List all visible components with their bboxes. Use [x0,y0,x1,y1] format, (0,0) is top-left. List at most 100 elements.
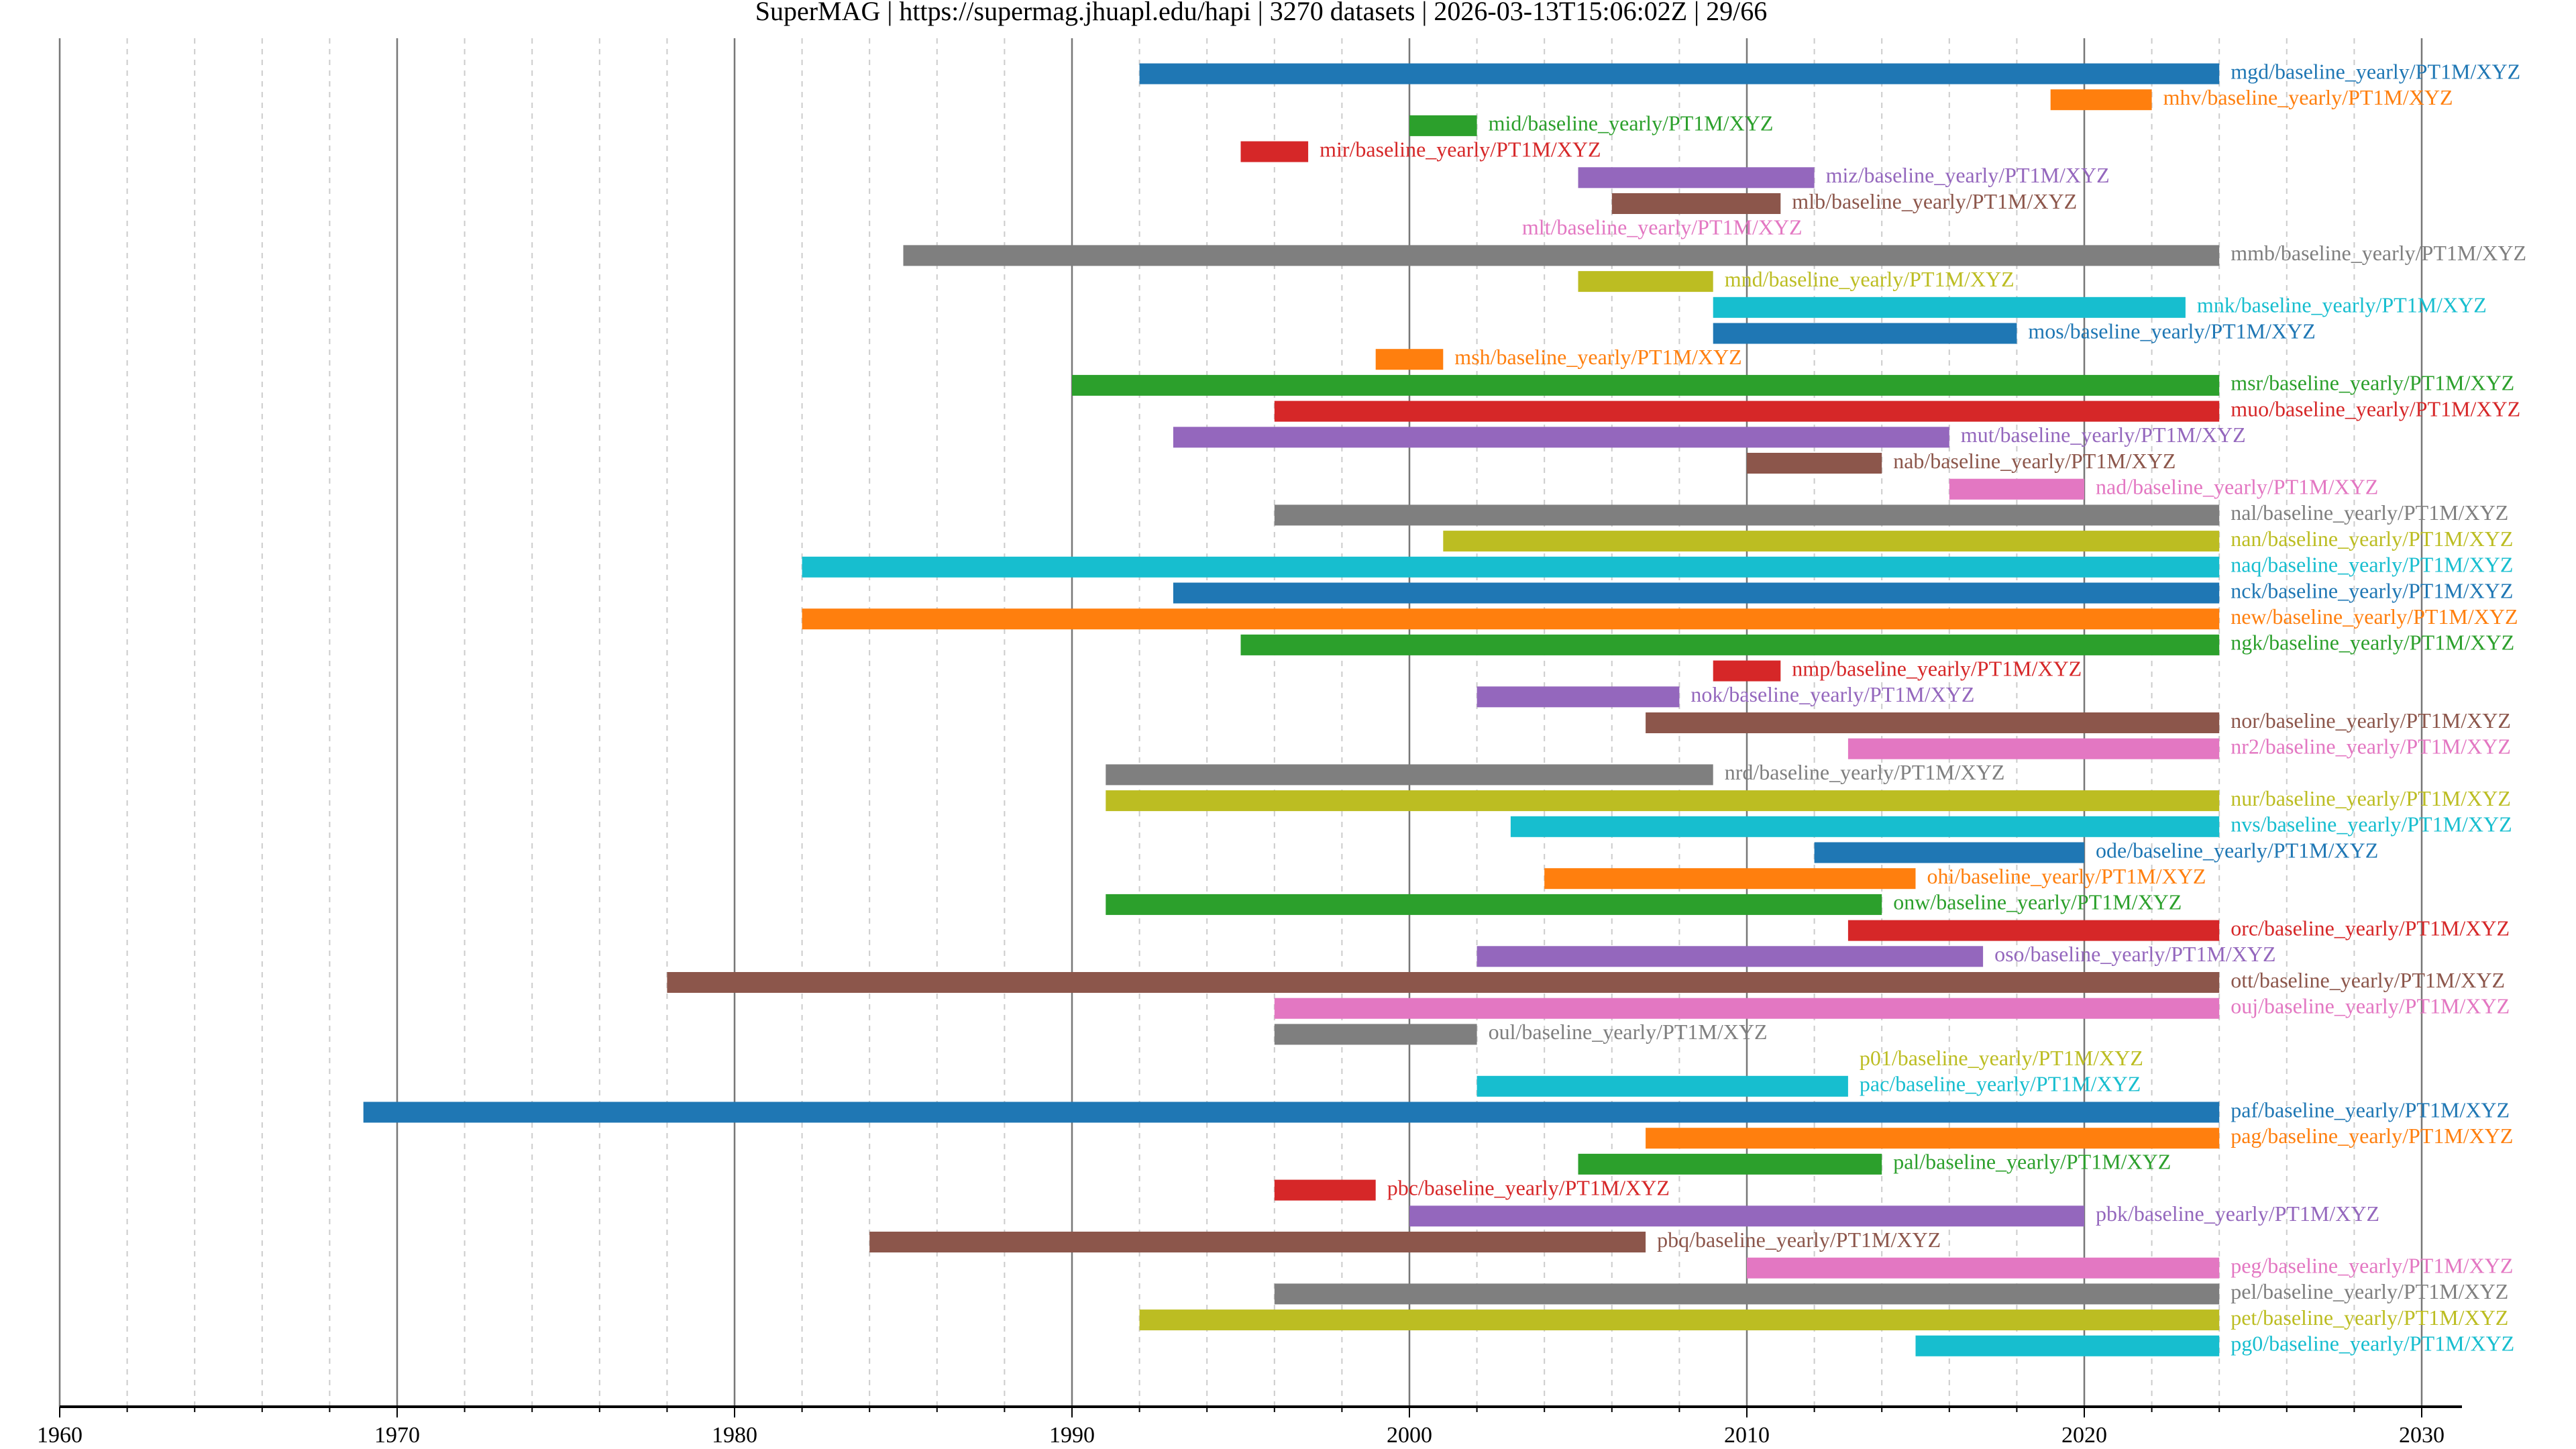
bar-msr [1072,374,2220,396]
bar-mmb [903,245,2220,266]
bar-mnd [1578,271,1713,292]
bar-label: pbq/baseline_yearly/PT1M/XYZ [1657,1228,1941,1252]
bar-label: pbc/baseline_yearly/PT1M/XYZ [1387,1175,1670,1199]
bar-mhv [2050,89,2152,111]
bar-nok [1477,686,1680,708]
bar-label: nad/baseline_yearly/PT1M/XYZ [2096,475,2378,499]
bar-label: mlt/baseline_yearly/PT1M/XYZ [1522,215,1803,239]
bar-label: nmp/baseline_yearly/PT1M/XYZ [1792,656,2082,680]
bar-label: nr2/baseline_yearly/PT1M/XYZ [2231,735,2511,759]
bar-nck [1173,582,2220,604]
bar-paf [363,1102,2220,1123]
bar-pac [1477,1075,1848,1097]
x-tick-label: 1990 [1049,1423,1095,1448]
x-tick-label: 2000 [1387,1423,1432,1448]
bar-nab [1747,453,1882,474]
grid [58,38,2423,1407]
x-axis: 1960 1970 1980 1990 2000 2010 2020 2030 [37,1405,2462,1448]
bar-label: ohi/baseline_yearly/PT1M/XYZ [1927,864,2206,888]
x-tick-label: 1960 [37,1423,83,1448]
bar-new [802,608,2220,630]
bar-nor [1646,712,2220,733]
bar-label: peg/baseline_yearly/PT1M/XYZ [2231,1254,2513,1278]
bar-mir [1240,141,1309,162]
bar-label: mlb/baseline_yearly/PT1M/XYZ [1792,189,2077,213]
bar-label: nck/baseline_yearly/PT1M/XYZ [2231,578,2513,602]
bar-orc [1847,920,2220,941]
bar-pbc [1274,1179,1376,1201]
bar-nvs [1510,816,2220,837]
bar-label: pag/baseline_yearly/PT1M/XYZ [2231,1124,2513,1148]
bar-ngk [1240,634,2220,655]
bar-oso [1477,946,1984,967]
bar-label: pac/baseline_yearly/PT1M/XYZ [1860,1072,2141,1096]
bar-label: oso/baseline_yearly/PT1M/XYZ [1994,942,2275,966]
bar-label: mut/baseline_yearly/PT1M/XYZ [1961,423,2246,447]
bar-label: mos/baseline_yearly/PT1M/XYZ [2028,319,2315,343]
bar-mut [1173,427,1949,448]
bar-label: nvs/baseline_yearly/PT1M/XYZ [2231,812,2512,837]
bar-label: mnd/baseline_yearly/PT1M/XYZ [1725,267,2015,291]
bar-miz [1578,167,1815,189]
bar-label: mid/baseline_yearly/PT1M/XYZ [1489,111,1774,136]
bar-label: mnk/baseline_yearly/PT1M/XYZ [2197,293,2487,317]
x-tick-label: 1980 [712,1423,757,1448]
bar-label: nrd/baseline_yearly/PT1M/XYZ [1725,760,2005,784]
bar-label: msh/baseline_yearly/PT1M/XYZ [1454,345,1741,369]
bar-label: naq/baseline_yearly/PT1M/XYZ [2231,553,2513,577]
bar-label: pbk/baseline_yearly/PT1M/XYZ [2096,1201,2379,1226]
bar-label: msr/baseline_yearly/PT1M/XYZ [2231,371,2514,395]
bar-mlb [1611,193,1781,214]
bar-label: pal/baseline_yearly/PT1M/XYZ [1893,1150,2171,1174]
bar-nad [1949,478,2084,500]
bar-peg [1747,1257,2220,1279]
bar-label: mmb/baseline_yearly/PT1M/XYZ [2231,241,2526,265]
bar-mid [1409,115,1477,136]
bar-label: nok/baseline_yearly/PT1M/XYZ [1690,682,1974,706]
bar-onw [1106,894,1882,915]
bar-mnk [1713,297,2186,318]
bar-label: nab/baseline_yearly/PT1M/XYZ [1893,449,2176,473]
bar-mos [1713,323,2017,344]
bar-nrd [1106,764,1713,786]
bar-label: new/baseline_yearly/PT1M/XYZ [2231,604,2518,629]
bars: mgd/baseline_yearly/PT1M/XYZmhv/baseline… [363,59,2526,1356]
bar-label: p01/baseline_yearly/PT1M/XYZ [1860,1046,2143,1070]
bar-label: ngk/baseline_yearly/PT1M/XYZ [2231,631,2514,655]
bar-nal [1274,504,2220,526]
bar-nr2 [1847,738,2220,759]
bar-ode [1814,842,2084,863]
bar-label: orc/baseline_yearly/PT1M/XYZ [2231,916,2510,940]
x-tick-label: 2020 [2061,1423,2107,1448]
x-tick-label: 2030 [2399,1423,2445,1448]
bar-label: mhv/baseline_yearly/PT1M/XYZ [2163,85,2453,109]
bar-pag [1646,1128,2220,1149]
bar-label: ott/baseline_yearly/PT1M/XYZ [2231,968,2505,992]
bar-nur [1106,790,2220,812]
bar-label: paf/baseline_yearly/PT1M/XYZ [2231,1097,2510,1122]
bar-ohi [1544,868,1916,890]
bar-label: nal/baseline_yearly/PT1M/XYZ [2231,500,2508,525]
bar-pel [1274,1283,2220,1305]
chart-title: SuperMAG | https://supermag.jhuapl.edu/h… [755,0,1768,26]
bar-label: pg0/baseline_yearly/PT1M/XYZ [2231,1332,2514,1356]
bar-ott [667,972,2220,993]
bar-label: oul/baseline_yearly/PT1M/XYZ [1489,1020,1768,1044]
bar-pbq [869,1232,1646,1252]
bar-naq [802,556,2220,578]
bar-muo [1274,400,2220,422]
bar-label: muo/baseline_yearly/PT1M/XYZ [2231,396,2520,421]
bar-label: miz/baseline_yearly/PT1M/XYZ [1826,163,2110,187]
bar-pal [1578,1153,1882,1175]
bar-label: ouj/baseline_yearly/PT1M/XYZ [2231,994,2510,1018]
bar-label: nan/baseline_yearly/PT1M/XYZ [2231,527,2513,551]
bar-pg0 [1915,1335,2220,1356]
bar-label: mir/baseline_yearly/PT1M/XYZ [1320,137,1601,161]
bar-label: nor/baseline_yearly/PT1M/XYZ [2231,708,2511,733]
bar-label: pet/baseline_yearly/PT1M/XYZ [2231,1305,2508,1330]
bar-label: mgd/baseline_yearly/PT1M/XYZ [2231,59,2520,83]
bar-nan [1443,531,2220,552]
bar-nmp [1713,660,1781,682]
x-tick-label: 1970 [374,1423,420,1448]
